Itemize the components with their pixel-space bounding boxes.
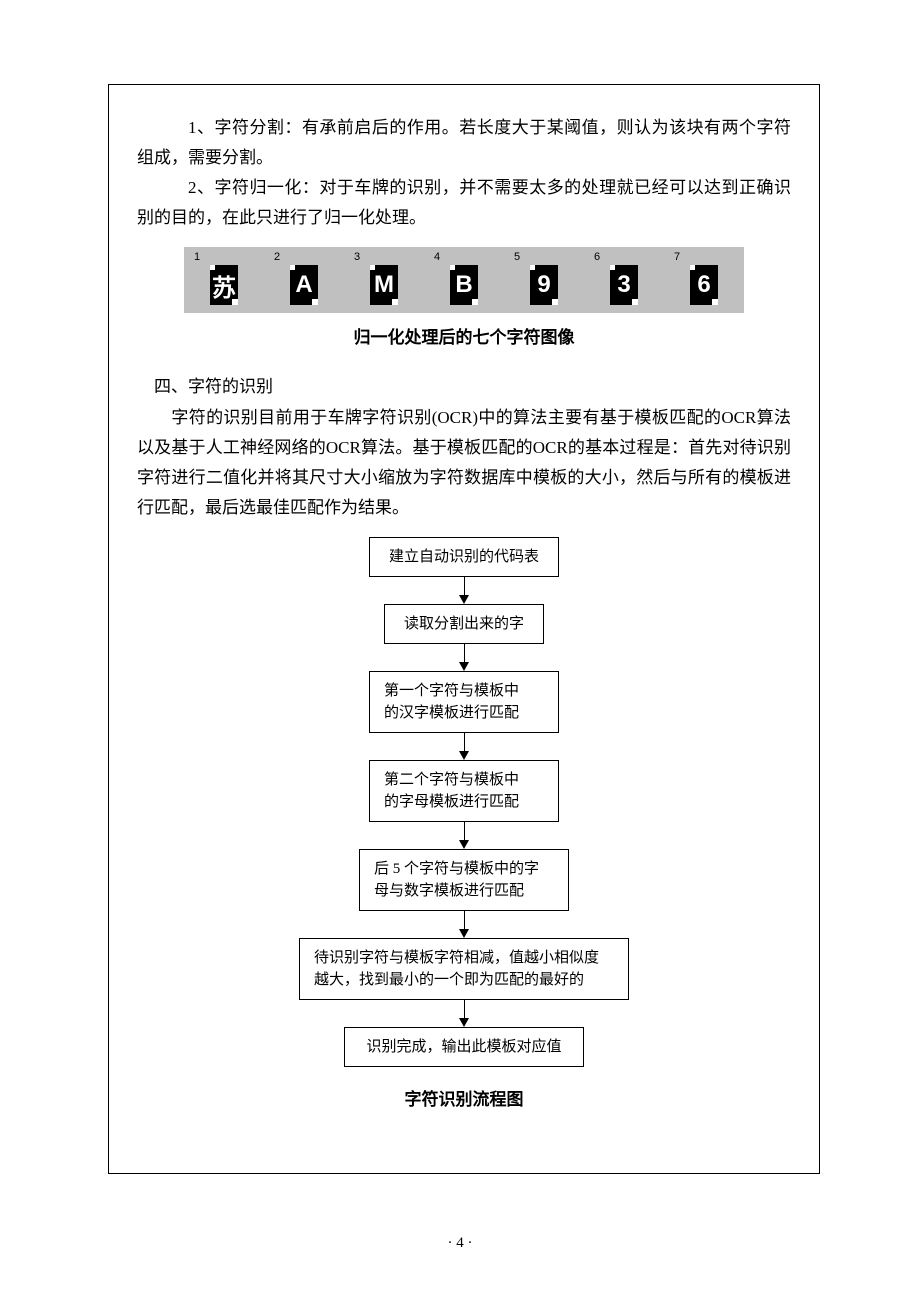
- flow-arrow-icon: [459, 1000, 469, 1027]
- flow-node: 第二个字符与模板中的字母模板进行匹配: [369, 760, 559, 822]
- flow-arrow-icon: [459, 644, 469, 671]
- char-cell-number: 4: [434, 251, 440, 263]
- page-number: · 4 ·: [0, 1235, 920, 1252]
- char-cell: 2A: [264, 247, 344, 313]
- char-glyph: 6: [690, 265, 718, 305]
- char-glyph: A: [290, 265, 318, 305]
- char-cell: 76: [664, 247, 744, 313]
- section-4-body: 字符的识别目前用于车牌字符识别(OCR)中的算法主要有基于模板匹配的OCR算法以…: [137, 403, 791, 523]
- flow-arrow-icon: [459, 822, 469, 849]
- flow-arrow-icon: [459, 577, 469, 604]
- section-4-body-text: 字符的识别目前用于车牌字符识别(OCR)中的算法主要有基于模板匹配的OCR算法以…: [137, 408, 791, 517]
- char-glyph: M: [370, 265, 398, 305]
- flow-node: 建立自动识别的代码表: [369, 537, 559, 577]
- paragraph-1: 1、字符分割：有承前启后的作用。若长度大于某阈值，则认为该块有两个字符组成，需要…: [137, 113, 791, 173]
- flow-arrow-icon: [459, 911, 469, 938]
- flow-node: 待识别字符与模板字符相减，值越小相似度越大，找到最小的一个即为匹配的最好的: [299, 938, 629, 1000]
- flow-node: 识别完成，输出此模板对应值: [344, 1027, 584, 1067]
- char-strip: 1苏2A3M4B596376: [184, 247, 744, 313]
- caption-flowchart: 字符识别流程图: [137, 1085, 791, 1110]
- caption-char-strip: 归一化处理后的七个字符图像: [137, 323, 791, 348]
- char-cell-number: 5: [514, 251, 520, 263]
- paragraph-2: 2、字符归一化：对于车牌的识别，并不需要太多的处理就已经可以达到正确识别的目的，…: [137, 173, 791, 233]
- paragraph-2-text: 2、字符归一化：对于车牌的识别，并不需要太多的处理就已经可以达到正确识别的目的，…: [137, 178, 791, 227]
- char-cell: 1苏: [184, 247, 264, 313]
- char-glyph: 9: [530, 265, 558, 305]
- char-cell-number: 1: [194, 251, 200, 263]
- char-cell-number: 3: [354, 251, 360, 263]
- char-cell: 4B: [424, 247, 504, 313]
- char-glyph: B: [450, 265, 478, 305]
- flow-node: 第一个字符与模板中的汉字模板进行匹配: [369, 671, 559, 733]
- char-cell-number: 2: [274, 251, 280, 263]
- char-cell-number: 6: [594, 251, 600, 263]
- section-4-title: 四、字符的识别: [154, 372, 791, 397]
- flow-node: 读取分割出来的字: [384, 604, 544, 644]
- paragraph-1-text: 1、字符分割：有承前启后的作用。若长度大于某阈值，则认为该块有两个字符组成，需要…: [137, 118, 791, 167]
- char-glyph: 3: [610, 265, 638, 305]
- char-glyph: 苏: [210, 265, 238, 305]
- char-cell: 59: [504, 247, 584, 313]
- char-cell: 63: [584, 247, 664, 313]
- flowchart: 建立自动识别的代码表读取分割出来的字第一个字符与模板中的汉字模板进行匹配第二个字…: [137, 537, 791, 1067]
- page-frame: 1、字符分割：有承前启后的作用。若长度大于某阈值，则认为该块有两个字符组成，需要…: [108, 84, 820, 1174]
- flow-arrow-icon: [459, 733, 469, 760]
- flow-node: 后 5 个字符与模板中的字母与数字模板进行匹配: [359, 849, 569, 911]
- char-cell-number: 7: [674, 251, 680, 263]
- char-cell: 3M: [344, 247, 424, 313]
